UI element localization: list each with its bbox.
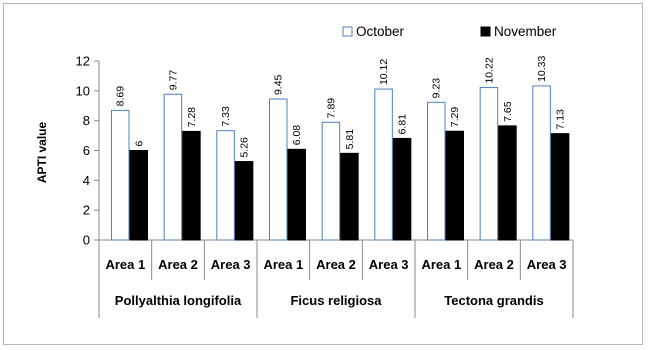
- november-data-label: 5.81: [344, 129, 356, 150]
- group-label: Ficus religiosa: [290, 293, 382, 308]
- november-data-label: 6.08: [291, 125, 303, 146]
- category-label: Area 3: [527, 257, 567, 272]
- group-label: Pollyalthia longifolia: [115, 293, 242, 308]
- y-tick-label: 6: [83, 143, 90, 158]
- november-bar: [550, 133, 570, 241]
- y-tick-label: 0: [83, 233, 90, 248]
- november-bar: [182, 130, 201, 241]
- october-bar: [427, 101, 446, 241]
- category-label: Area 1: [105, 257, 145, 272]
- october-data-label: 10.22: [483, 57, 495, 83]
- november-bar: [498, 125, 517, 241]
- november-bar: [445, 130, 464, 241]
- group-label: Tectona grandis: [444, 293, 543, 308]
- category-label: Area 2: [158, 257, 198, 272]
- october-data-label: 10.12: [378, 59, 390, 85]
- october-data-label: 8.69: [115, 86, 127, 107]
- october-data-label: 10.33: [536, 55, 548, 81]
- category-label: Area 3: [211, 257, 251, 272]
- november-data-label: 6.81: [397, 114, 409, 135]
- november-bar: [340, 152, 359, 241]
- october-bar: [216, 130, 235, 241]
- october-data-label: 9.23: [431, 78, 443, 99]
- october-data-label: 9.77: [167, 70, 179, 91]
- category-label: Area 1: [263, 257, 303, 272]
- y-tick-label: 8: [83, 113, 90, 128]
- legend-october-label: October: [356, 24, 405, 39]
- october-data-label: 7.33: [220, 106, 232, 127]
- november-bar: [129, 150, 148, 241]
- october-data-label: 9.45: [273, 74, 285, 95]
- category-label: Area 2: [316, 257, 356, 272]
- legend-november-swatch: [480, 26, 491, 37]
- legend-october-swatch: [342, 26, 353, 37]
- category-label: Area 1: [421, 257, 461, 272]
- october-bar: [532, 85, 551, 241]
- october-bar: [479, 87, 499, 241]
- november-data-label: 5.26: [239, 137, 251, 158]
- november-data-label: 6: [133, 141, 145, 147]
- october-bar: [269, 98, 288, 241]
- november-data-label: 7.29: [449, 107, 461, 128]
- november-data-label: 7.65: [502, 101, 514, 122]
- october-data-label: 7.89: [325, 98, 337, 119]
- y-tick-label: 4: [83, 173, 90, 188]
- october-bar: [111, 109, 130, 241]
- november-data-label: 7.13: [555, 109, 567, 130]
- y-tick-label: 2: [83, 203, 90, 218]
- november-bar: [287, 148, 306, 241]
- october-bar: [374, 88, 393, 241]
- y-axis-title: APTI value: [35, 122, 49, 184]
- y-tick-label: 10: [76, 83, 90, 98]
- category-label: Area 3: [369, 257, 409, 272]
- november-data-label: 7.28: [186, 107, 198, 128]
- november-bar: [392, 137, 412, 241]
- november-bar: [234, 161, 254, 241]
- legend-november-label: November: [494, 24, 557, 39]
- y-tick-label: 12: [76, 54, 90, 69]
- october-bar: [321, 121, 341, 241]
- category-label: Area 2: [474, 257, 514, 272]
- october-bar: [163, 93, 183, 241]
